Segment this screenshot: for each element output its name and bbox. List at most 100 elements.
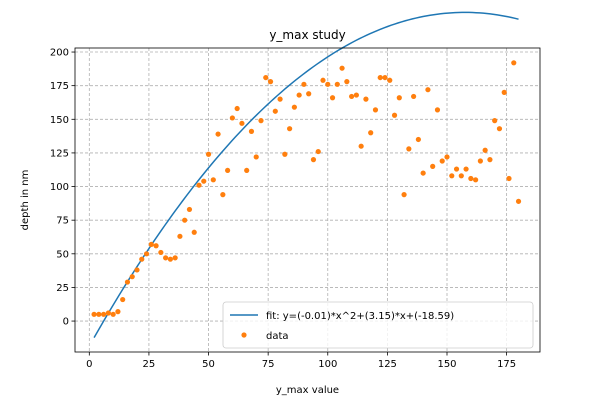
data-point bbox=[310, 157, 317, 163]
data-point bbox=[287, 126, 293, 132]
data-point bbox=[134, 267, 140, 273]
data-point bbox=[411, 93, 417, 100]
data-point bbox=[182, 217, 188, 223]
series-layer bbox=[91, 11, 522, 339]
data-point bbox=[320, 77, 326, 83]
data-point bbox=[511, 60, 517, 66]
y-tick-label: 125 bbox=[50, 148, 69, 159]
data-point bbox=[425, 87, 431, 93]
tick-layer: 0 25 50 75 100 125 150 175 0 25 50 75 100 125 150 175 20… bbox=[50, 48, 516, 370]
data-point bbox=[215, 131, 221, 137]
data-point bbox=[434, 107, 441, 113]
data-point bbox=[453, 166, 460, 172]
y-tick-label: 100 bbox=[50, 182, 69, 193]
x-axis-label: y_max value bbox=[276, 385, 339, 396]
plot-area-background bbox=[75, 48, 540, 352]
data-point bbox=[153, 243, 159, 249]
data-point bbox=[101, 311, 107, 317]
data-point bbox=[506, 175, 512, 182]
data-point bbox=[315, 148, 321, 155]
data-point bbox=[325, 81, 331, 87]
data-point bbox=[501, 89, 507, 95]
data-point bbox=[406, 146, 412, 152]
y-tick-label: 150 bbox=[50, 115, 69, 126]
data-point bbox=[196, 182, 202, 188]
data-point bbox=[444, 154, 450, 160]
data-point bbox=[225, 167, 231, 174]
data-point bbox=[110, 311, 116, 317]
data-point bbox=[401, 192, 407, 198]
data-point bbox=[253, 154, 259, 160]
data-point bbox=[263, 74, 269, 81]
data-point bbox=[363, 96, 369, 102]
data-point bbox=[368, 130, 374, 136]
data-point bbox=[244, 167, 250, 174]
data-point bbox=[229, 115, 235, 121]
x-tick-label: 25 bbox=[143, 359, 156, 370]
data-point bbox=[420, 170, 426, 176]
y-tick-label: 200 bbox=[50, 48, 69, 59]
data-point bbox=[415, 136, 421, 143]
data-point bbox=[301, 81, 307, 87]
data-point bbox=[163, 255, 169, 261]
y-axis-label: depth in nm bbox=[20, 170, 31, 231]
data-point bbox=[239, 120, 245, 126]
data-point bbox=[306, 91, 312, 97]
data-point bbox=[439, 158, 445, 164]
data-point bbox=[496, 126, 503, 132]
data-point bbox=[139, 256, 145, 262]
data-point bbox=[272, 108, 278, 114]
data-point bbox=[205, 151, 212, 157]
data-point bbox=[172, 255, 178, 261]
data-point bbox=[468, 175, 474, 182]
y-tick-label: 50 bbox=[56, 249, 69, 260]
data-point bbox=[258, 118, 264, 124]
x-tick-label: 125 bbox=[378, 359, 397, 370]
data-point bbox=[186, 206, 193, 213]
data-point bbox=[339, 65, 345, 71]
data-point bbox=[291, 104, 297, 110]
fit-line bbox=[93, 11, 519, 339]
data-point bbox=[372, 107, 379, 113]
legend-data-label: data bbox=[266, 331, 289, 342]
data-point bbox=[487, 157, 493, 163]
data-point bbox=[115, 309, 121, 315]
chart-title: y_max study bbox=[269, 28, 345, 42]
data-point bbox=[91, 311, 97, 317]
data-point bbox=[191, 229, 197, 235]
data-point bbox=[463, 166, 469, 172]
legend-data-swatch bbox=[241, 332, 247, 338]
data-point bbox=[248, 128, 255, 134]
data-point bbox=[167, 256, 173, 262]
data-point bbox=[234, 105, 240, 112]
y-tick-label: 75 bbox=[56, 216, 69, 227]
data-point bbox=[449, 173, 455, 179]
data-point bbox=[396, 95, 402, 101]
chart-legend: fit: y=(-0.01)*x^2+(3.15)*x+(-18.59) dat… bbox=[222, 301, 534, 349]
data-point bbox=[382, 74, 388, 81]
grid-layer bbox=[75, 48, 540, 352]
data-point bbox=[267, 79, 274, 85]
data-point bbox=[282, 151, 288, 157]
data-point bbox=[477, 158, 483, 164]
x-tick-label: 50 bbox=[202, 359, 215, 370]
data-point bbox=[353, 92, 359, 98]
data-point bbox=[515, 198, 522, 204]
data-point bbox=[129, 274, 135, 280]
y-tick-label: 175 bbox=[50, 81, 69, 92]
data-point bbox=[391, 112, 398, 118]
data-point bbox=[105, 310, 111, 316]
data-point bbox=[177, 233, 183, 239]
x-tick-label: 175 bbox=[497, 359, 516, 370]
data-point bbox=[492, 118, 498, 124]
data-point bbox=[158, 249, 164, 256]
data-point bbox=[349, 93, 355, 100]
data-point bbox=[430, 163, 436, 169]
y-tick-label: 0 bbox=[63, 317, 69, 328]
data-point bbox=[143, 251, 150, 257]
x-tick-label: 75 bbox=[262, 359, 275, 370]
data-point bbox=[387, 77, 393, 83]
x-tick-label: 0 bbox=[86, 359, 92, 370]
data-point bbox=[210, 177, 216, 183]
